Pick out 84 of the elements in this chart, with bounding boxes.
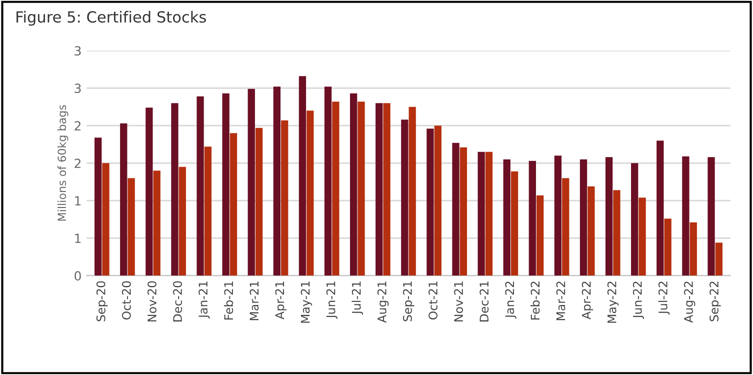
y-tick-label: 3 xyxy=(74,84,81,94)
bar xyxy=(536,195,544,276)
bar xyxy=(306,110,314,276)
bar xyxy=(204,146,212,276)
x-tick-label: Sep-21 xyxy=(403,282,414,322)
bar xyxy=(222,93,230,276)
bar xyxy=(510,171,518,276)
bar xyxy=(273,86,281,276)
x-tick-label: Apr-21 xyxy=(275,282,286,320)
x-tick-label: Sep-22 xyxy=(710,282,721,322)
bar xyxy=(196,96,204,276)
x-tick-label: Feb-21 xyxy=(224,282,234,320)
bar xyxy=(478,152,485,276)
bar xyxy=(613,190,620,276)
bar xyxy=(146,108,153,276)
x-tick-label: Aug-21 xyxy=(377,282,389,323)
bar xyxy=(94,138,102,276)
bar xyxy=(230,133,238,276)
bar xyxy=(485,152,493,276)
y-tick-label: 2 xyxy=(74,158,80,168)
x-tick-label: Feb-22 xyxy=(530,282,540,320)
x-tick-label: Nov-20 xyxy=(148,281,156,322)
y-tick-label: 1 xyxy=(75,196,81,206)
y-tick-label: 1 xyxy=(75,234,81,243)
x-tick-label: Jan-21 xyxy=(198,282,210,319)
bar xyxy=(562,178,570,276)
bar xyxy=(690,222,697,276)
bar xyxy=(332,102,340,276)
bar xyxy=(588,186,595,276)
bar xyxy=(358,102,365,276)
bar xyxy=(434,126,442,276)
bar xyxy=(580,159,588,276)
x-tick-label: Jul-21 xyxy=(352,282,364,315)
bar xyxy=(631,163,638,276)
bar xyxy=(281,120,288,276)
x-tick-label: Dec-20 xyxy=(173,281,182,322)
x-tick-label: Jun-21 xyxy=(326,282,338,319)
bar xyxy=(298,76,306,276)
x-tick-label: Dec-21 xyxy=(480,282,489,322)
bar xyxy=(120,123,128,276)
bar xyxy=(715,242,722,276)
bar xyxy=(426,128,434,276)
x-tick-label: Sep-20 xyxy=(96,281,108,322)
x-tick-label: Oct-20 xyxy=(122,281,131,320)
bar xyxy=(605,157,613,276)
bar xyxy=(255,128,263,276)
bar xyxy=(350,93,358,276)
bar xyxy=(171,103,178,276)
x-tick-label: May-22 xyxy=(607,282,619,323)
bar xyxy=(128,178,135,276)
bar xyxy=(248,88,255,276)
x-tick-label: Jul-22 xyxy=(658,282,670,315)
bar xyxy=(324,86,332,276)
x-tick-label: Aug-22 xyxy=(684,282,696,323)
x-tick-label: Mar-22 xyxy=(556,282,566,320)
y-tick-label: 3 xyxy=(74,46,81,56)
bar xyxy=(503,159,510,276)
bar xyxy=(708,157,715,276)
bar xyxy=(460,147,468,276)
bar xyxy=(178,166,186,276)
bar xyxy=(383,103,390,276)
x-tick-label: Nov-21 xyxy=(454,282,464,322)
x-tick-label: Oct-21 xyxy=(428,282,438,320)
bar xyxy=(664,218,672,276)
bar xyxy=(554,156,562,276)
bar xyxy=(102,163,110,276)
y-axis-title: Millions of 60kg bags xyxy=(57,105,68,221)
y-tick-label: 2 xyxy=(74,121,80,130)
bar xyxy=(682,156,690,276)
bar xyxy=(153,170,160,276)
bar xyxy=(638,198,646,276)
bar xyxy=(452,142,460,276)
y-tick-label: 0 xyxy=(74,271,81,281)
bar xyxy=(528,160,536,276)
x-tick-label: Apr-22 xyxy=(582,282,594,320)
x-tick-label: Jan-22 xyxy=(505,282,516,319)
bar xyxy=(376,103,383,276)
bar xyxy=(401,120,408,276)
x-tick-label: May-21 xyxy=(300,282,312,323)
bar xyxy=(408,106,416,276)
chart-title: Figure 5: Certified Stocks xyxy=(16,10,206,26)
bar xyxy=(656,140,664,276)
x-tick-label: Mar-21 xyxy=(250,282,259,320)
x-tick-label: Jun-22 xyxy=(632,282,644,319)
